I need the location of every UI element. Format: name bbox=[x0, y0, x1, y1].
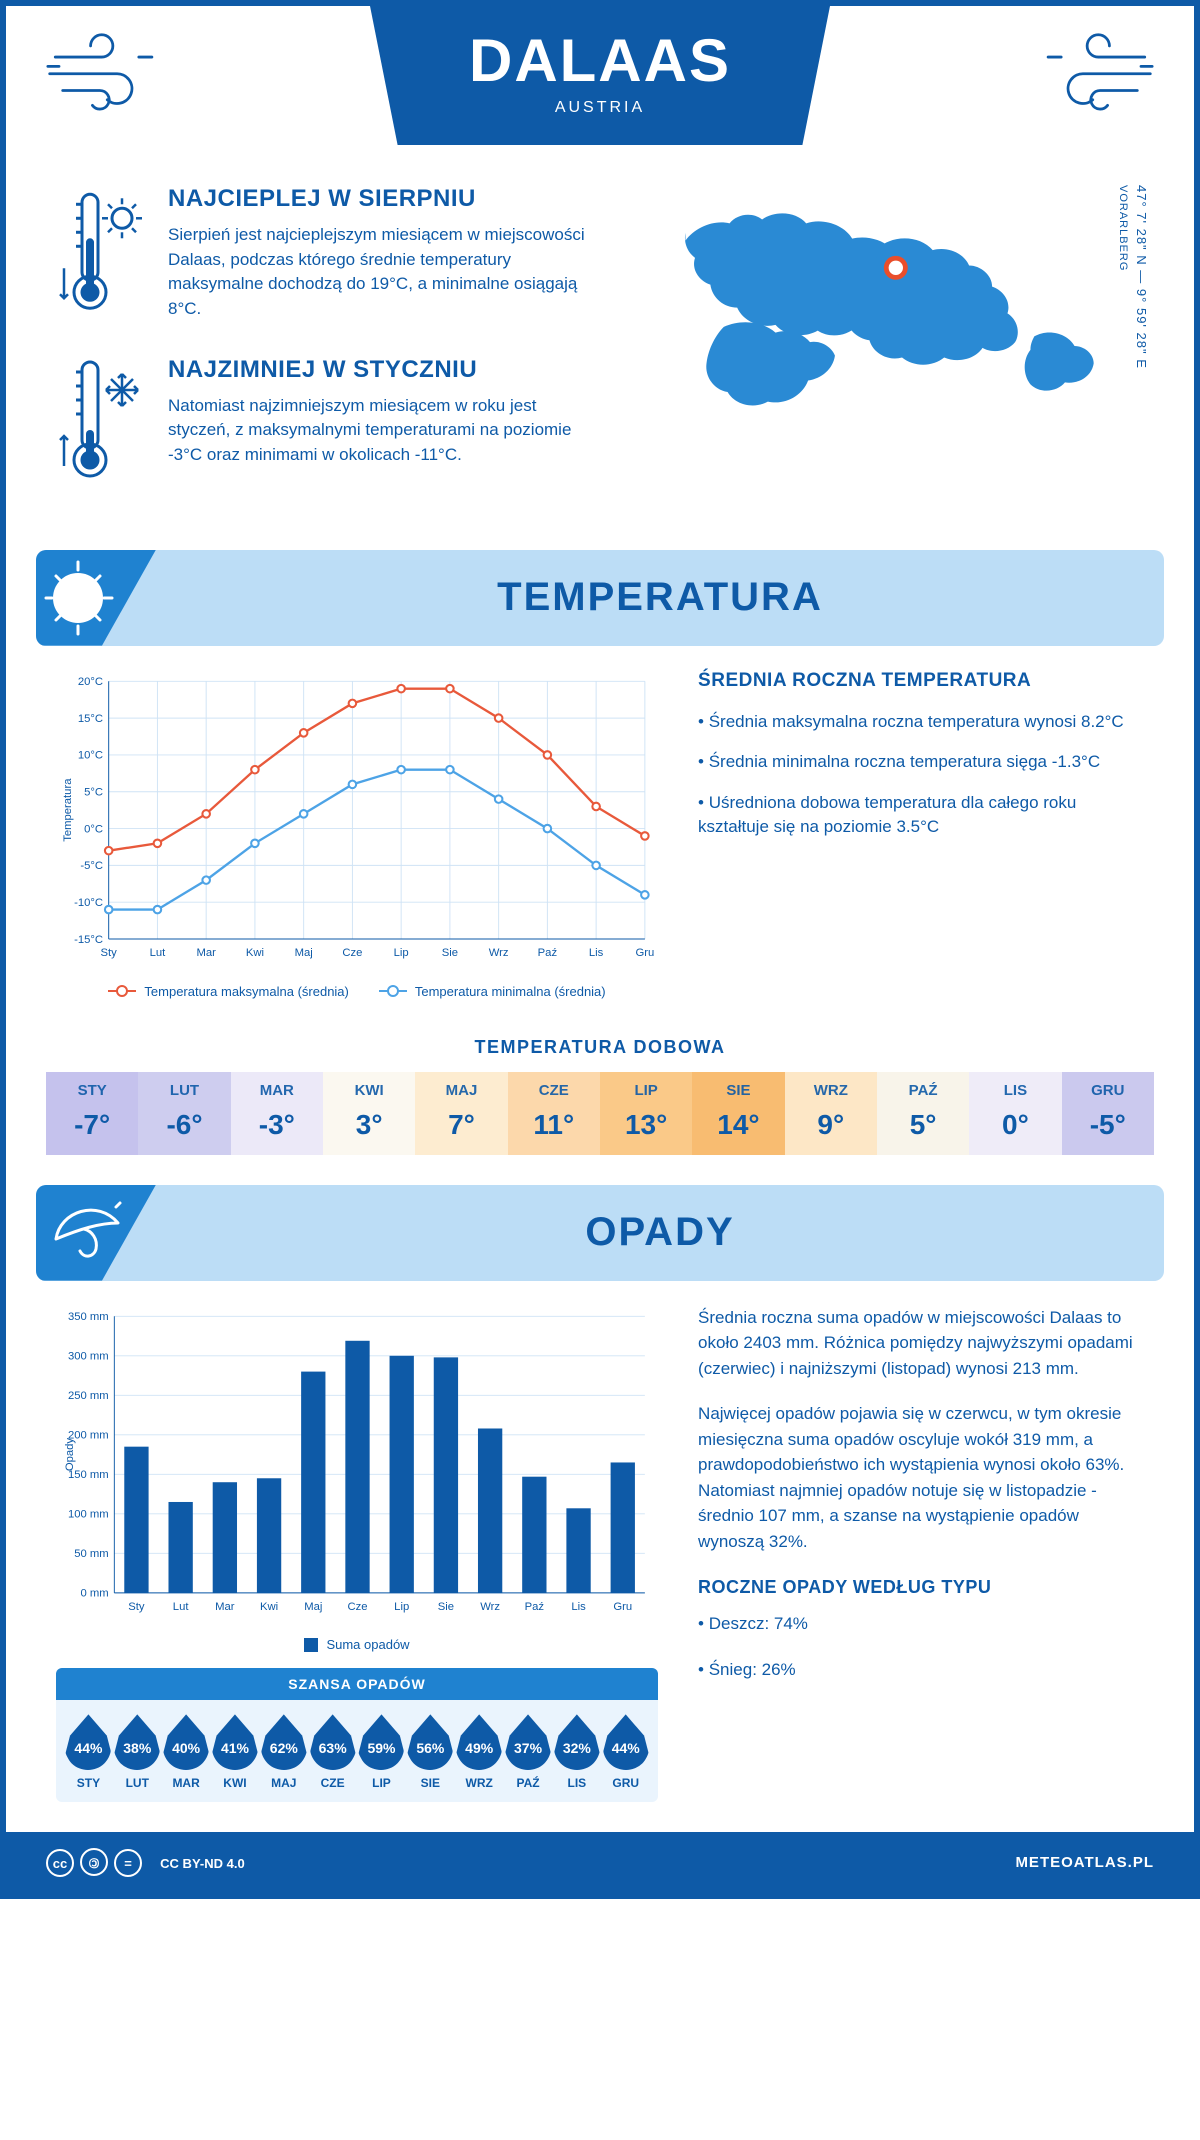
world-map bbox=[633, 185, 1144, 415]
fact-hot-text: Sierpień jest najcieplejszym miesiącem w… bbox=[168, 223, 593, 322]
svg-text:Paź: Paź bbox=[525, 1600, 545, 1612]
svg-text:Maj: Maj bbox=[304, 1600, 322, 1612]
svg-text:250 mm: 250 mm bbox=[68, 1390, 109, 1402]
rain-chance-card: SZANSA OPADÓW 44%STY38%LUT40%MAR41%KWI62… bbox=[56, 1668, 658, 1802]
temp-line-chart: -15°C -10°C -5°C 0°C 5°C 10°C 15°C 20°C Sty Lut Ma… bbox=[56, 670, 658, 999]
coord-lat: 47° 7' 28" N bbox=[1134, 185, 1149, 266]
svg-text:Gru: Gru bbox=[613, 1600, 632, 1612]
fact-hot-title: NAJCIEPLEJ W SIERPNIU bbox=[168, 185, 593, 213]
section-temp-header: TEMPERATURA bbox=[36, 550, 1164, 646]
city-title: DALAAS bbox=[450, 26, 750, 95]
precip-type-title: ROCZNE OPADY WEDŁUG TYPU bbox=[698, 1574, 1144, 1601]
svg-text:-15°C: -15°C bbox=[74, 933, 103, 945]
section-temp-title: TEMPERATURA bbox=[156, 575, 1164, 620]
temp-info-bullet: • Średnia maksymalna roczna temperatura … bbox=[698, 710, 1144, 735]
svg-text:Wrz: Wrz bbox=[480, 1600, 500, 1612]
svg-text:350 mm: 350 mm bbox=[68, 1311, 109, 1323]
section-precip-title: OPADY bbox=[156, 1210, 1164, 1255]
coordinates: 47° 7' 28" N — 9° 59' 28" E VORARLBERG bbox=[1114, 185, 1150, 369]
svg-text:-5°C: -5°C bbox=[80, 860, 103, 872]
svg-text:15°C: 15°C bbox=[78, 712, 103, 724]
svg-text:50 mm: 50 mm bbox=[74, 1548, 108, 1560]
svg-text:Mar: Mar bbox=[215, 1600, 235, 1612]
precip-type-snow: • Śnieg: 26% bbox=[698, 1657, 1144, 1683]
svg-text:Lip: Lip bbox=[394, 1600, 409, 1612]
svg-text:-10°C: -10°C bbox=[74, 897, 103, 909]
svg-text:Lis: Lis bbox=[589, 947, 604, 959]
svg-text:Sty: Sty bbox=[128, 1600, 145, 1612]
section-precip-header: OPADY bbox=[36, 1185, 1164, 1281]
coord-region: VORARLBERG bbox=[1117, 185, 1129, 271]
svg-text:Cze: Cze bbox=[347, 1600, 367, 1612]
svg-text:Cze: Cze bbox=[342, 947, 362, 959]
wind-icon-left bbox=[46, 26, 176, 116]
svg-text:Maj: Maj bbox=[295, 947, 313, 959]
svg-text:5°C: 5°C bbox=[84, 786, 103, 798]
site-name: METEOATLAS.PL bbox=[1015, 1854, 1154, 1871]
country-label: AUSTRIA bbox=[450, 99, 750, 117]
temp-chart-legend: Temperatura maksymalna (średnia)Temperat… bbox=[56, 984, 658, 999]
svg-text:Lip: Lip bbox=[394, 947, 409, 959]
svg-text:Sty: Sty bbox=[101, 947, 118, 959]
wind-icon-right bbox=[1024, 26, 1154, 116]
svg-text:Lut: Lut bbox=[150, 947, 167, 959]
precip-info-p1: Średnia roczna suma opadów w miejscowośc… bbox=[698, 1305, 1144, 1382]
precip-info-p2: Najwięcej opadów pojawia się w czerwcu, … bbox=[698, 1401, 1144, 1554]
thermometer-hot-icon bbox=[56, 185, 146, 322]
fact-cold-text: Natomiast najzimniejszym miesiącem w rok… bbox=[168, 394, 593, 468]
daily-temp-title: TEMPERATURA DOBOWA bbox=[6, 1037, 1194, 1058]
fact-coldest: NAJZIMNIEJ W STYCZNIU Natomiast najzimni… bbox=[56, 356, 593, 486]
title-banner: DALAAS AUSTRIA bbox=[370, 6, 830, 145]
cc-license-icons: cc🄯= CC BY-ND 4.0 bbox=[46, 1848, 251, 1877]
rain-chance-title: SZANSA OPADÓW bbox=[56, 1668, 658, 1700]
svg-text:Temperatura: Temperatura bbox=[62, 777, 74, 841]
precip-chart-legend: Suma opadów bbox=[56, 1637, 658, 1652]
sun-icon bbox=[44, 558, 134, 638]
temp-info-bullet: • Uśredniona dobowa temperatura dla całe… bbox=[698, 791, 1144, 840]
umbrella-icon bbox=[44, 1193, 130, 1273]
header: DALAAS AUSTRIA bbox=[6, 6, 1194, 155]
svg-text:300 mm: 300 mm bbox=[68, 1350, 109, 1362]
footer: cc🄯= CC BY-ND 4.0 METEOATLAS.PL bbox=[6, 1832, 1194, 1893]
fact-hottest: NAJCIEPLEJ W SIERPNIU Sierpień jest najc… bbox=[56, 185, 593, 322]
svg-text:10°C: 10°C bbox=[78, 749, 103, 761]
svg-text:20°C: 20°C bbox=[78, 676, 103, 688]
svg-text:Mar: Mar bbox=[196, 947, 216, 959]
coord-lon: 9° 59' 28" E bbox=[1134, 289, 1149, 369]
svg-text:Wrz: Wrz bbox=[489, 947, 509, 959]
svg-text:Gru: Gru bbox=[635, 947, 654, 959]
temp-info-title: ŚREDNIA ROCZNA TEMPERATURA bbox=[698, 670, 1144, 692]
svg-text:0°C: 0°C bbox=[84, 823, 103, 835]
thermometer-cold-icon bbox=[56, 356, 146, 486]
precip-bar-chart: 0 mm50 mm100 mm150 mm200 mm250 mm300 mm3… bbox=[56, 1305, 658, 1653]
svg-text:100 mm: 100 mm bbox=[68, 1508, 109, 1520]
svg-text:Sie: Sie bbox=[442, 947, 458, 959]
svg-text:Lis: Lis bbox=[571, 1600, 586, 1612]
svg-text:Sie: Sie bbox=[438, 1600, 454, 1612]
temp-info-bullet: • Średnia minimalna roczna temperatura s… bbox=[698, 750, 1144, 775]
svg-text:Opady: Opady bbox=[64, 1437, 76, 1471]
svg-text:Kwi: Kwi bbox=[246, 947, 264, 959]
svg-text:Paź: Paź bbox=[538, 947, 558, 959]
daily-temp-table: STY-7°LUT-6°MAR-3°KWI3°MAJ7°CZE11°LIP13°… bbox=[46, 1072, 1154, 1155]
fact-cold-title: NAJZIMNIEJ W STYCZNIU bbox=[168, 356, 593, 384]
license-label: CC BY-ND 4.0 bbox=[160, 1849, 245, 1877]
svg-text:0 mm: 0 mm bbox=[81, 1587, 109, 1599]
rain-chance-drops: 44%STY38%LUT40%MAR41%KWI62%MAJ63%CZE59%L… bbox=[56, 1700, 658, 1802]
svg-text:Kwi: Kwi bbox=[260, 1600, 278, 1612]
precip-type-rain: • Deszcz: 74% bbox=[698, 1611, 1144, 1637]
svg-text:Lut: Lut bbox=[173, 1600, 190, 1612]
